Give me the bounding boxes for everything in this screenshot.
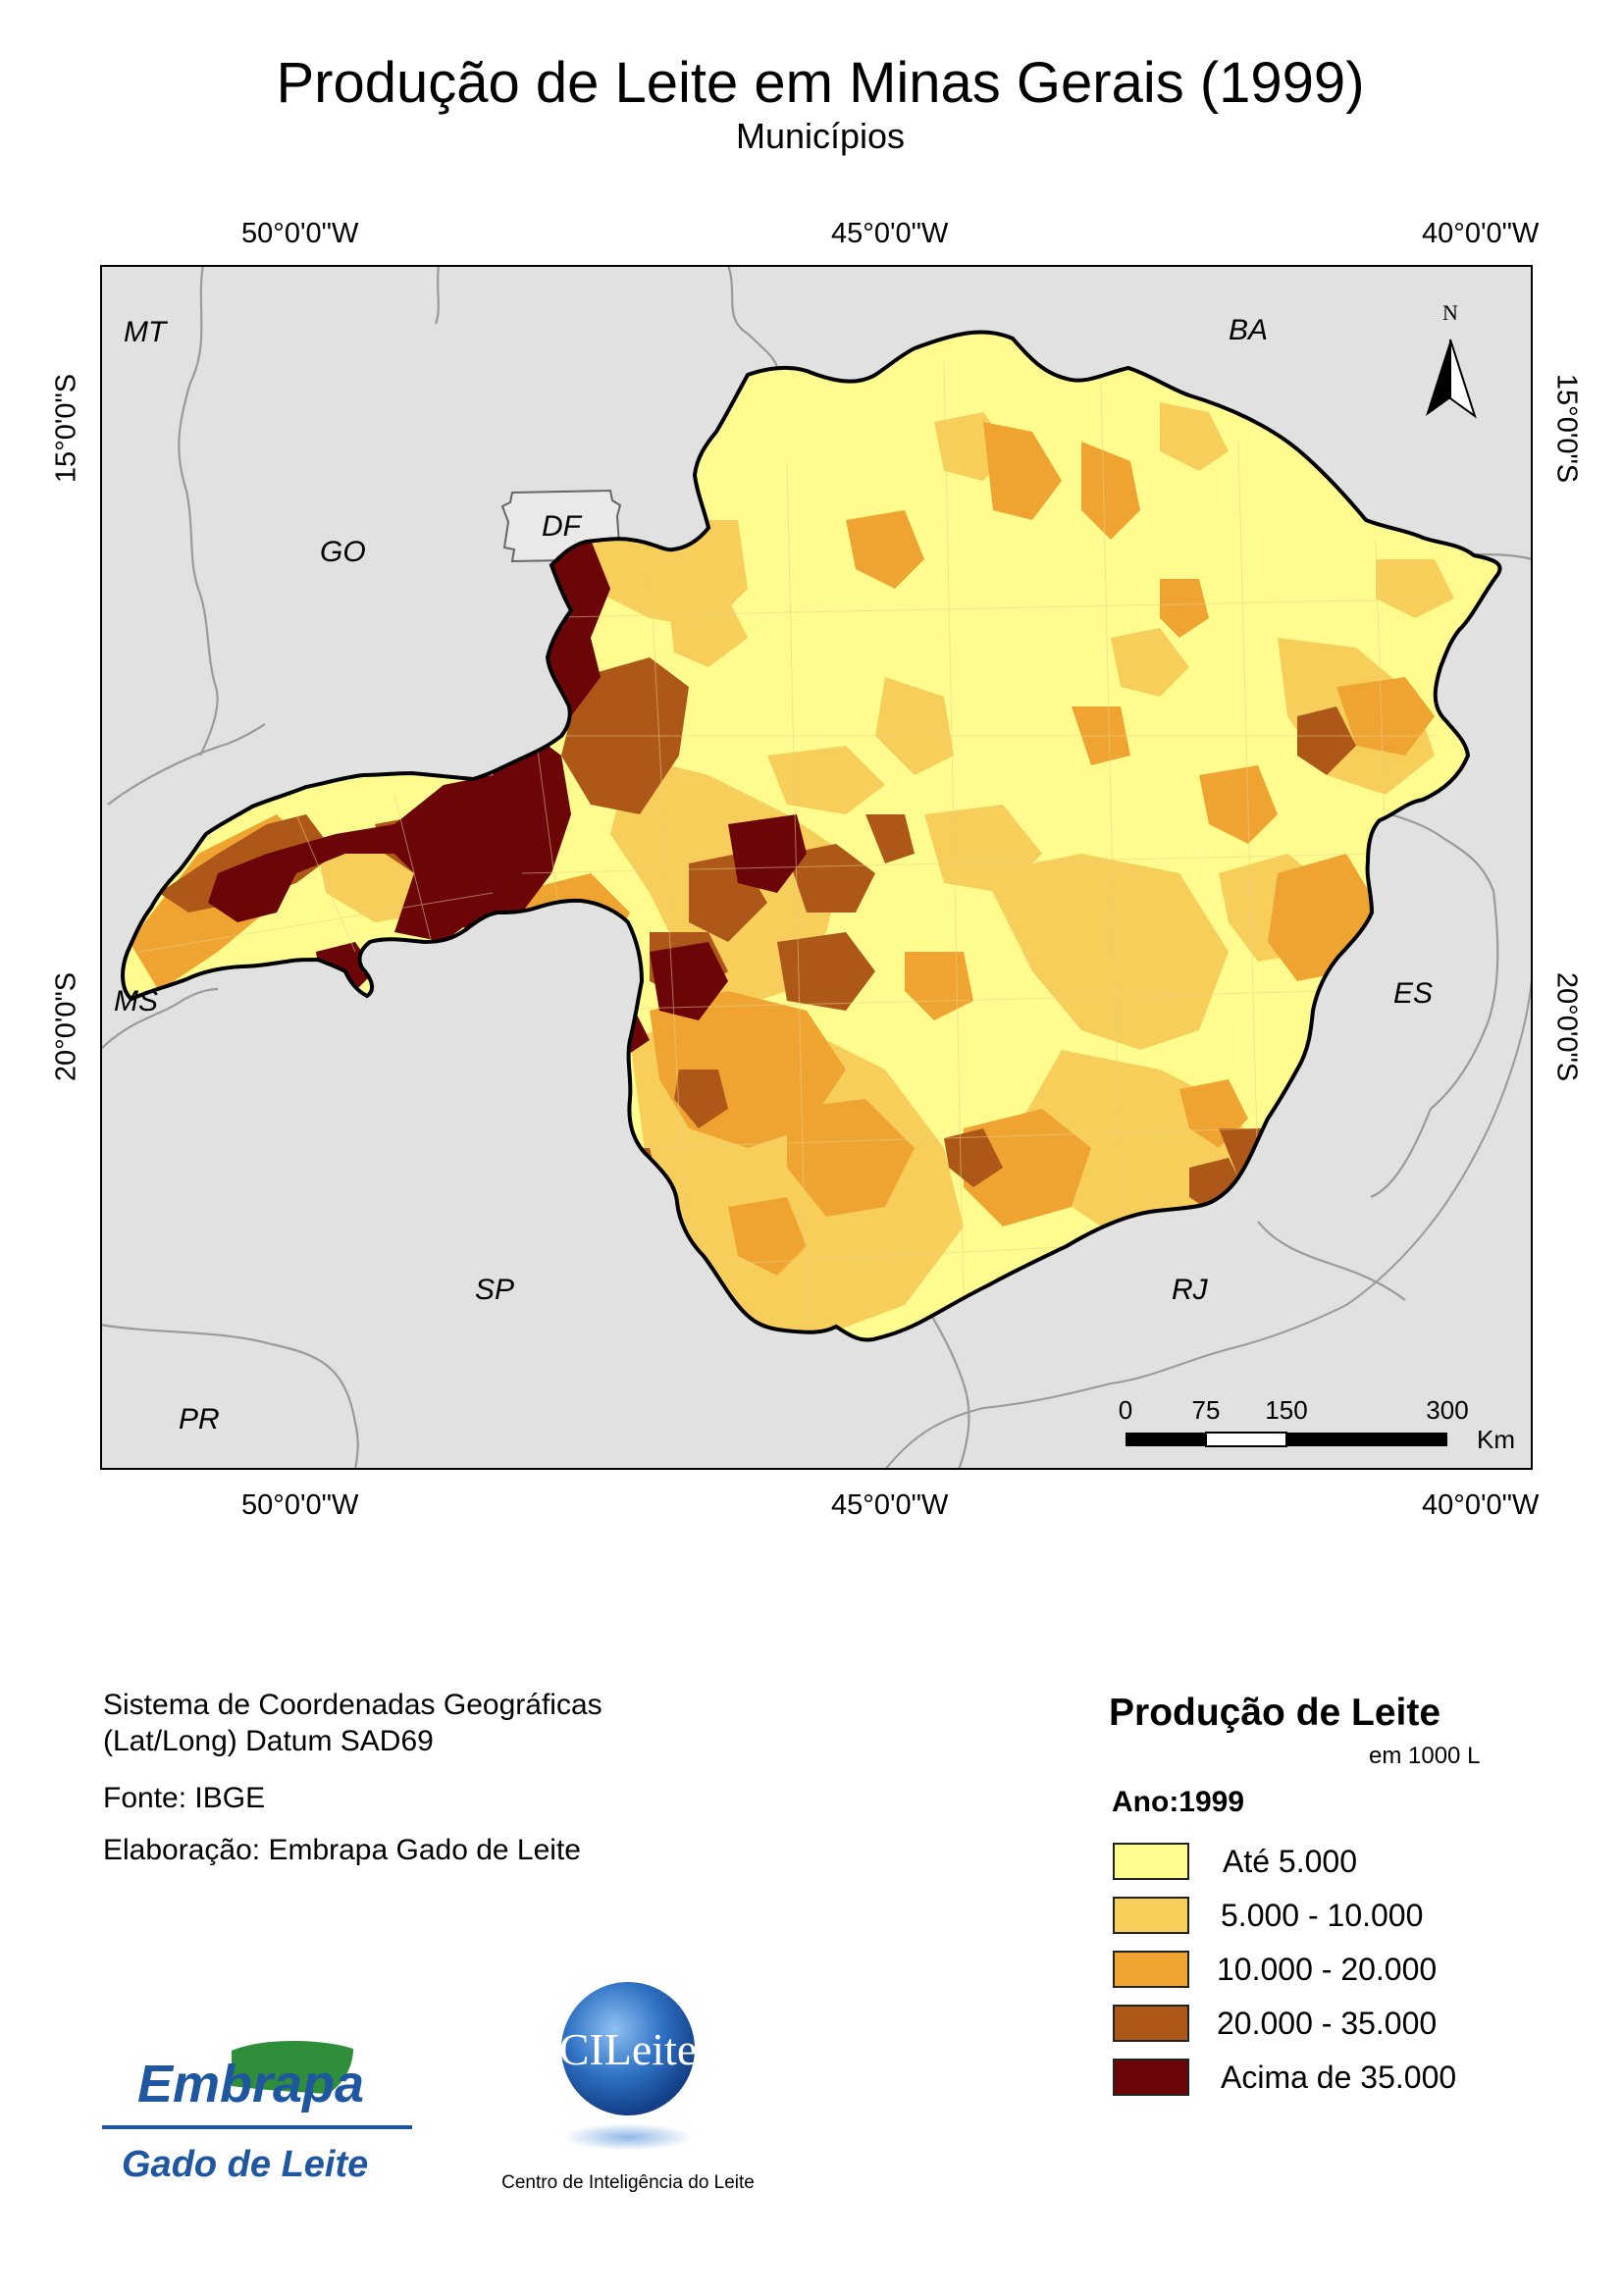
- legend-swatch: [1113, 1897, 1189, 1934]
- legend-label: 10.000 - 20.000: [1217, 1952, 1438, 1987]
- lon-label-bottom-40w: 40°0'0"W: [1422, 1489, 1540, 1521]
- lon-label-top-40w: 40°0'0"W: [1422, 218, 1540, 249]
- state-label-ms: MS: [114, 985, 158, 1018]
- lon-label-top-50w: 50°0'0"W: [241, 218, 359, 249]
- legend-year: Ano:1999: [1112, 1786, 1245, 1818]
- legend-unit: em 1000 L: [1369, 1743, 1481, 1769]
- embrapa-logo: Embrapa Gado de Leite: [102, 2041, 412, 2185]
- lat-label-left-20s: 20°0'0"S: [50, 971, 82, 1082]
- scale-tick-75: 75: [1192, 1395, 1221, 1425]
- legend-label: Acima de 35.000: [1221, 2060, 1457, 2095]
- svg-text:Embrapa: Embrapa: [137, 2055, 364, 2113]
- state-label-sp: SP: [475, 1274, 514, 1306]
- scale-unit: Km: [1477, 1425, 1515, 1454]
- state-label-pr: PR: [179, 1403, 220, 1435]
- lat-label-right-15s: 15°0'0"S: [1550, 373, 1583, 484]
- map-title: Produção de Leite em Minas Gerais (1999): [276, 51, 1365, 115]
- state-label-df: DF: [542, 510, 583, 543]
- legend-label: Até 5.000: [1223, 1844, 1357, 1879]
- north-arrow: N: [1426, 300, 1477, 419]
- lat-label-right-20s: 20°0'0"S: [1550, 971, 1583, 1082]
- coordinate-system-line1: Sistema de Coordenadas Geográficas: [103, 1689, 602, 1721]
- state-label-mt: MT: [124, 316, 169, 348]
- author-text: Elaboração: Embrapa Gado de Leite: [103, 1834, 581, 1866]
- legend-label: 5.000 - 10.000: [1221, 1898, 1424, 1933]
- state-label-go: GO: [320, 536, 366, 568]
- legend-swatch: [1113, 2059, 1189, 2096]
- svg-text:Centro de Inteligência do Leit: Centro de Inteligência do Leite: [501, 2172, 755, 2193]
- map-subtitle: Municípios: [735, 116, 906, 156]
- legend-label: 20.000 - 35.000: [1217, 2006, 1438, 2041]
- lon-label-bottom-50w: 50°0'0"W: [241, 1489, 359, 1521]
- state-label-ba: BA: [1229, 314, 1268, 346]
- map-frame: MT GO DF BA MS ES SP RJ PR N 0 75 150 30…: [100, 265, 1533, 1470]
- lat-label-left-15s: 15°0'0"S: [50, 373, 82, 484]
- svg-text:Gado de Leite: Gado de Leite: [122, 2144, 368, 2185]
- scale-bar: 0 75 150 300 Km: [1119, 1395, 1515, 1454]
- legend-swatch: [1113, 1843, 1189, 1880]
- state-borders: [100, 265, 1533, 1470]
- state-label-es: ES: [1393, 977, 1433, 1010]
- coordinate-system-line2: (Lat/Long) Datum SAD69: [103, 1725, 434, 1757]
- svg-text:N: N: [1442, 300, 1458, 325]
- scale-tick-150: 150: [1265, 1395, 1307, 1425]
- legend-title: Produção de Leite: [1109, 1692, 1441, 1734]
- svg-text:CILeite: CILeite: [559, 2024, 698, 2074]
- cileite-logo: CILeite Centro de Inteligência do Leite: [501, 1982, 755, 2193]
- state-label-rj: RJ: [1172, 1274, 1209, 1306]
- source-text: Fonte: IBGE: [103, 1782, 266, 1814]
- scale-tick-300: 300: [1426, 1395, 1468, 1425]
- lon-label-top-45w: 45°0'0"W: [831, 218, 949, 249]
- legend-swatch: [1113, 2005, 1189, 2042]
- scale-tick-0: 0: [1119, 1395, 1132, 1425]
- legend-swatch: [1113, 1951, 1189, 1988]
- lon-label-bottom-45w: 45°0'0"W: [831, 1489, 949, 1521]
